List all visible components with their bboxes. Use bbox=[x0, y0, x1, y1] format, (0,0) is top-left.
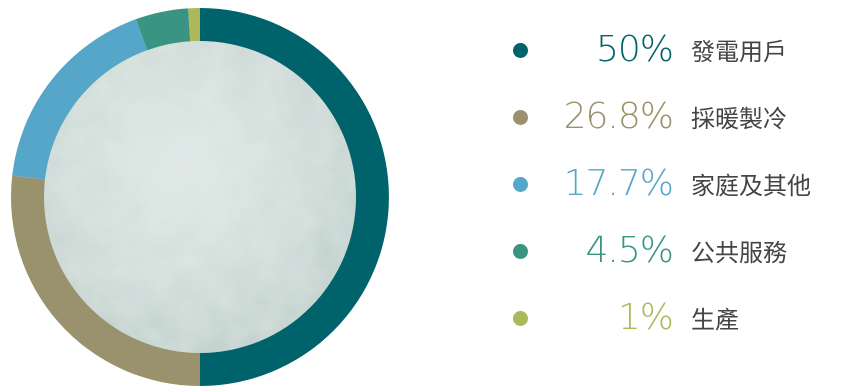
legend-label: 採暖製冷 bbox=[691, 105, 787, 133]
donut-chart bbox=[0, 0, 400, 387]
legend-value: 50% bbox=[595, 29, 674, 70]
chart-legend: 50% 發電用戶 26.8% 採暖製冷 17.7% 家庭及其他 4.5% 公共服務 1% 生產 bbox=[505, 22, 853, 357]
donut-slice-4 bbox=[188, 8, 200, 48]
legend-value: 26.8% bbox=[563, 96, 674, 137]
legend-value: 1% bbox=[617, 297, 674, 338]
legend-dot-icon bbox=[513, 311, 528, 326]
donut-slice-0 bbox=[200, 8, 389, 386]
legend-item: 26.8% 採暖製冷 bbox=[505, 89, 853, 149]
legend-label: 生產 bbox=[691, 306, 739, 334]
donut-slice-1 bbox=[11, 175, 200, 386]
legend-item: 50% 發電用戶 bbox=[505, 22, 853, 82]
donut-center-wash bbox=[44, 41, 356, 353]
legend-dot-icon bbox=[513, 177, 528, 192]
legend-dot-icon bbox=[513, 43, 528, 58]
legend-label: 公共服務 bbox=[691, 239, 787, 267]
legend-dot-icon bbox=[513, 110, 528, 125]
donut-chart-svg bbox=[11, 8, 389, 386]
legend-item: 17.7% 家庭及其他 bbox=[505, 156, 853, 216]
legend-value: 4.5% bbox=[585, 230, 674, 271]
legend-dot-icon bbox=[513, 244, 528, 259]
legend-item: 1% 生產 bbox=[505, 290, 853, 350]
legend-label: 家庭及其他 bbox=[691, 172, 811, 200]
legend-label: 發電用戶 bbox=[691, 38, 787, 66]
legend-item: 4.5% 公共服務 bbox=[505, 223, 853, 283]
legend-value: 17.7% bbox=[563, 163, 674, 204]
